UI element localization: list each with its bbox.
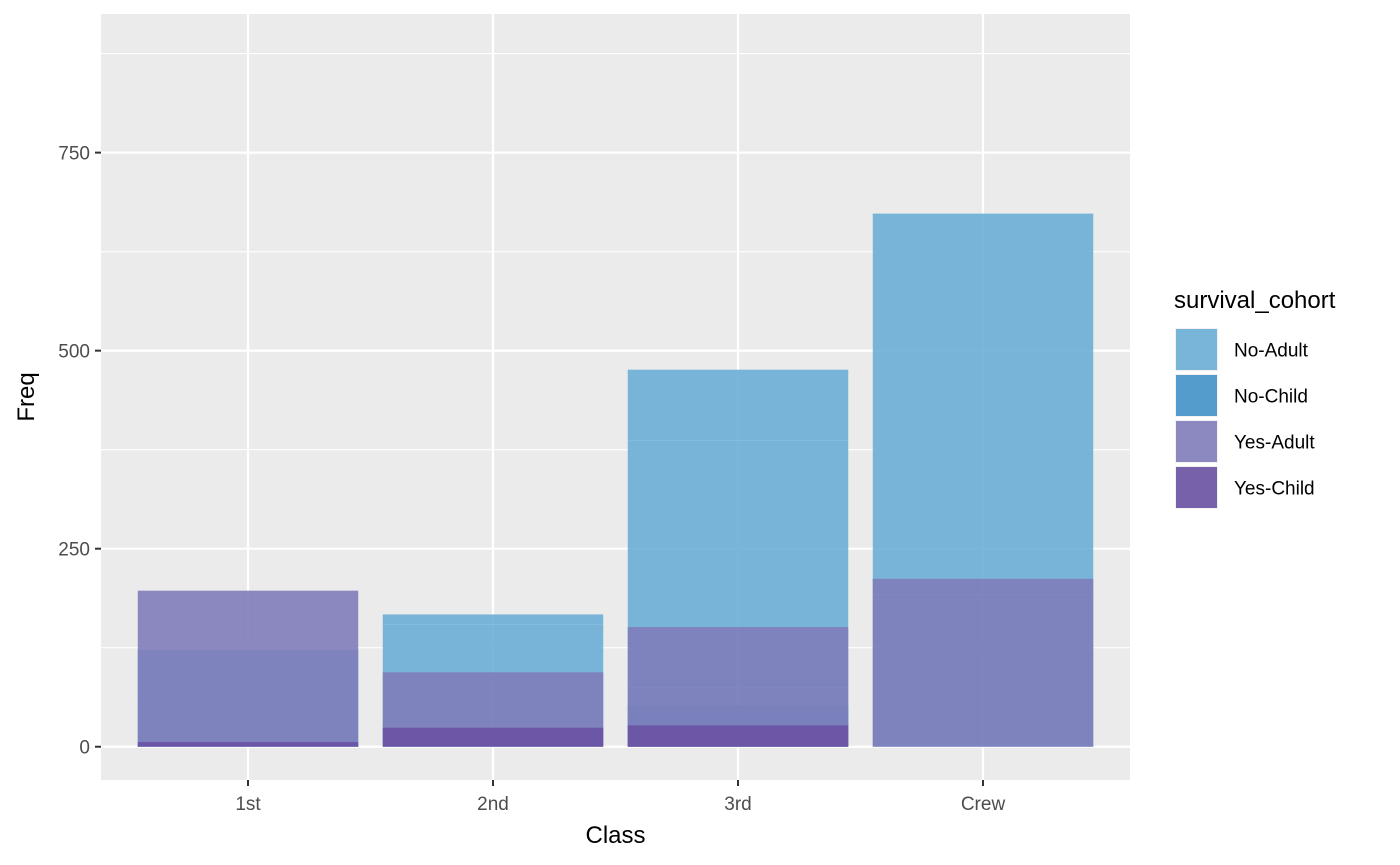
legend-swatch-yes-adult (1176, 421, 1217, 462)
bar-yes-adult-2nd (382, 672, 604, 736)
legend-swatch-no-child (1176, 375, 1217, 416)
x-axis-ticks: 1st 2nd 3rd Crew (235, 780, 1005, 815)
y-tick-label: 500 (58, 342, 90, 363)
bar-no-adult-crew (872, 213, 1094, 216)
bar-yes-child-3rd (627, 736, 849, 747)
bar-yes-child-2nd (382, 727, 604, 739)
y-tick-label: 750 (58, 144, 90, 165)
bar-no-adult-3rd (627, 369, 849, 441)
x-tick-label: 2nd (477, 794, 509, 815)
legend-label-yes-child: Yes-Child (1234, 479, 1315, 500)
bar-yes-adult-crew (872, 594, 1094, 747)
x-tick-label: 3rd (724, 794, 751, 815)
bar-yes-child-1st (137, 741, 359, 743)
x-tick-label: 1st (235, 794, 261, 815)
x-tick-label: Crew (961, 794, 1006, 815)
legend-swatch-yes-child (1176, 467, 1217, 508)
bar-yes-adult-3rd (627, 627, 849, 688)
y-tick-label: 0 (79, 738, 90, 759)
y-axis-title: Freq (13, 372, 40, 421)
bars-layer (137, 213, 1094, 747)
legend-label-no-child: No-Child (1234, 387, 1308, 408)
bar-yes-adult-crew (872, 578, 1094, 595)
y-tick-label: 250 (58, 540, 90, 561)
bar-yes-child-1st (137, 742, 359, 747)
bar-yes-adult-1st (137, 701, 359, 747)
legend-label-no-adult: No-Adult (1234, 341, 1309, 362)
y-axis-ticks: 0 250 500 750 (58, 144, 101, 759)
bar-yes-adult-1st (137, 590, 359, 702)
legend-title: survival_cohort (1174, 287, 1336, 314)
bar-no-adult-2nd (382, 614, 604, 625)
legend: survival_cohort No-Adult No-Child Yes-Adul… (1174, 287, 1336, 509)
legend-swatch-no-adult (1176, 329, 1217, 370)
bar-yes-child-3rd (627, 725, 849, 737)
x-axis-title: Class (585, 822, 645, 849)
legend-label-yes-adult: Yes-Adult (1234, 433, 1315, 454)
bar-yes-child-2nd (382, 738, 604, 747)
